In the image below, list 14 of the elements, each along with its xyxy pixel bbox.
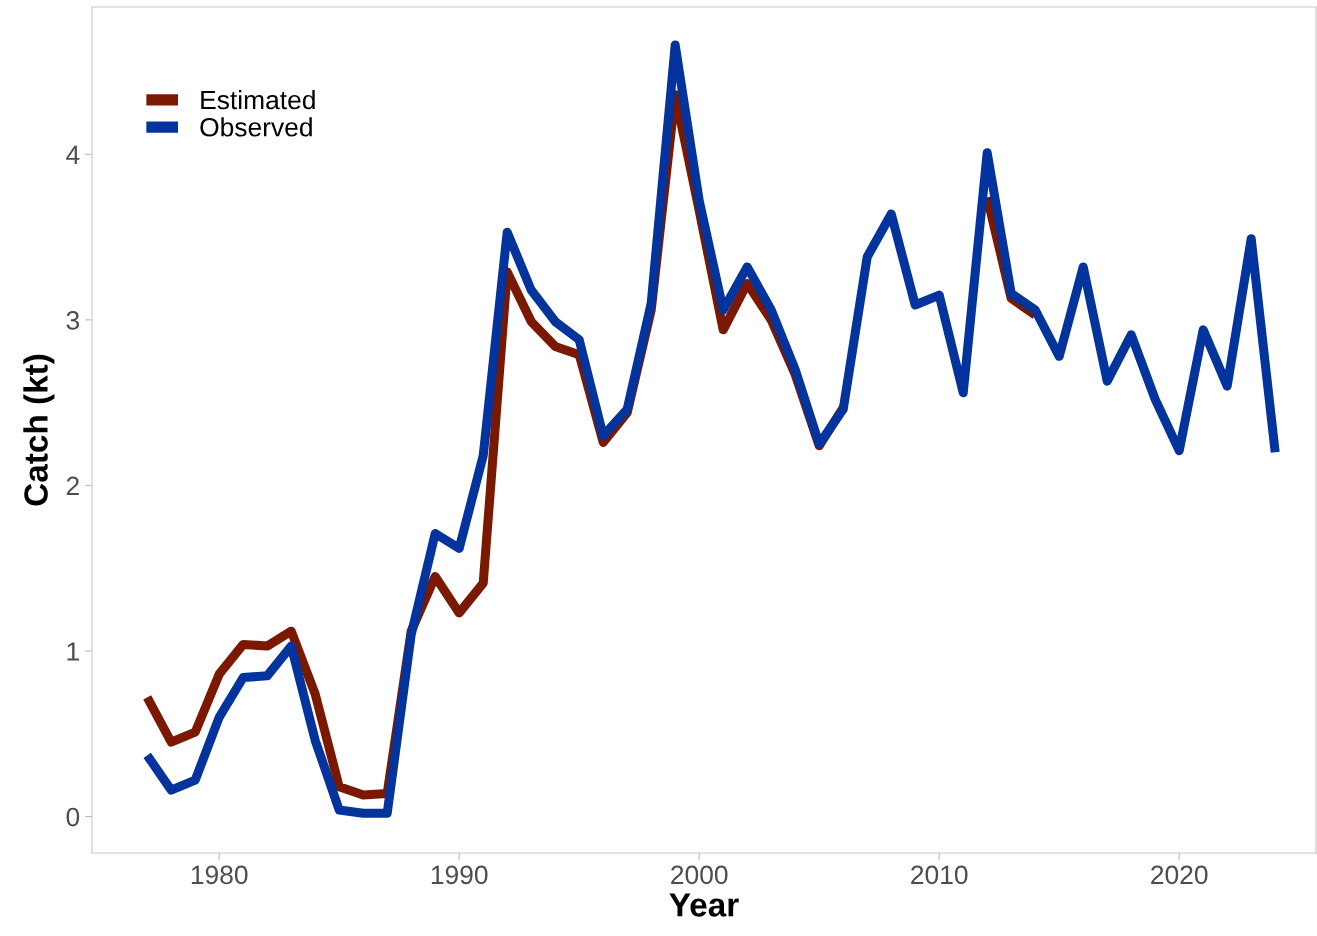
x-tick-label: 1990	[431, 865, 488, 885]
y-tick-label: 3	[66, 311, 80, 330]
legend-label: Observed	[200, 117, 312, 137]
y-tick-label: 4	[66, 145, 80, 164]
x-tick-label: 1980	[191, 865, 248, 885]
x-tick-label: 2010	[911, 865, 968, 885]
x-axis-title: Year	[669, 893, 739, 917]
x-tick-label: 2020	[1151, 865, 1208, 885]
x-tick-label: 2000	[671, 865, 728, 885]
y-axis-title: Catch (kt)	[23, 354, 55, 506]
y-tick-label: 2	[66, 476, 79, 496]
y-tick-label: 1	[67, 642, 79, 661]
legend-label: Estimated	[201, 89, 315, 110]
y-tick-label: 0	[66, 807, 80, 827]
